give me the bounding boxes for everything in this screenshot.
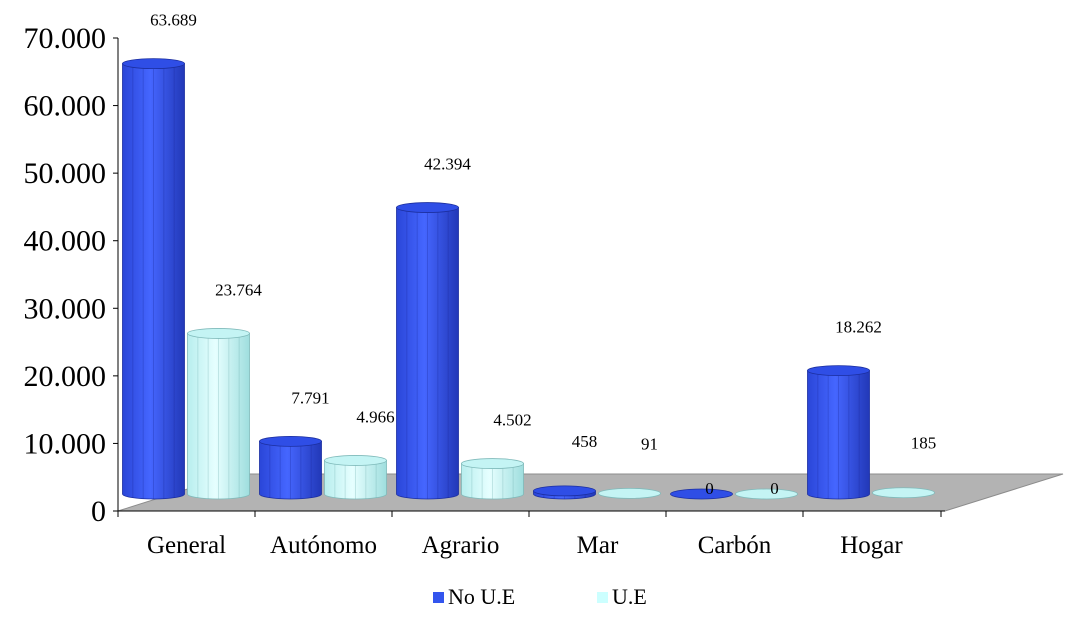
y-tick-label: 70.000 xyxy=(24,22,107,55)
data-label: 18.262 xyxy=(835,318,882,337)
y-tick-label: 60.000 xyxy=(24,90,107,123)
data-label: 42.394 xyxy=(424,155,471,174)
bar-no-ue-5 xyxy=(807,365,870,500)
data-label: 23.764 xyxy=(215,280,262,299)
bar-ue-3 xyxy=(598,487,661,499)
x-tick-label: Carbón xyxy=(698,532,772,559)
chart-bars xyxy=(122,58,935,500)
data-label: 185 xyxy=(911,434,937,453)
chart-legend: No U.E U.E xyxy=(433,584,647,609)
x-tick-label: Autónomo xyxy=(270,532,377,559)
data-label: 0 xyxy=(705,479,714,498)
legend-item-ue: U.E xyxy=(597,584,647,609)
data-label: 7.791 xyxy=(291,388,329,407)
bar-ue-2 xyxy=(461,458,524,500)
y-tick-label: 20.000 xyxy=(24,360,107,393)
bar-no-ue-0 xyxy=(122,58,185,500)
bar-no-ue-4 xyxy=(670,488,733,500)
legend-swatch xyxy=(433,592,444,603)
legend-label: No U.E xyxy=(448,584,515,609)
bar-no-ue-3 xyxy=(533,485,596,500)
x-tick-label: Hogar xyxy=(840,532,903,559)
x-tick-label: General xyxy=(147,532,226,559)
data-label: 4.966 xyxy=(356,407,394,426)
bar-no-ue-2 xyxy=(396,202,459,500)
y-tick-label: 50.000 xyxy=(24,157,107,190)
y-tick-label: 0 xyxy=(91,495,106,528)
legend-label: U.E xyxy=(612,584,647,609)
x-tick-label: Agrario xyxy=(422,532,500,559)
data-label: 63.689 xyxy=(150,11,197,30)
bar-ue-1 xyxy=(324,455,387,500)
bar-no-ue-1 xyxy=(259,435,322,500)
chart-data-labels: 63.689 23.764 7.791 4.966 42.394 4.502 458 91 0 0… xyxy=(150,11,936,498)
bar-ue-5 xyxy=(872,487,935,499)
x-tick-label: Mar xyxy=(577,532,619,559)
data-label: 0 xyxy=(770,479,779,498)
y-tick-label: 40.000 xyxy=(24,225,107,258)
y-tick-label: 10.000 xyxy=(24,427,107,460)
chart-axes: 0 10.000 20.000 30.000 40.000 50.000 60.000 70.… xyxy=(24,22,945,559)
data-label: 4.502 xyxy=(493,411,531,430)
bar-ue-4 xyxy=(735,488,798,500)
y-tick-label: 30.000 xyxy=(24,292,107,325)
bar-ue-0 xyxy=(187,328,250,500)
legend-item-no-ue: No U.E xyxy=(433,584,515,609)
legend-swatch xyxy=(597,592,608,603)
data-label: 91 xyxy=(641,434,658,453)
data-label: 458 xyxy=(572,432,598,451)
